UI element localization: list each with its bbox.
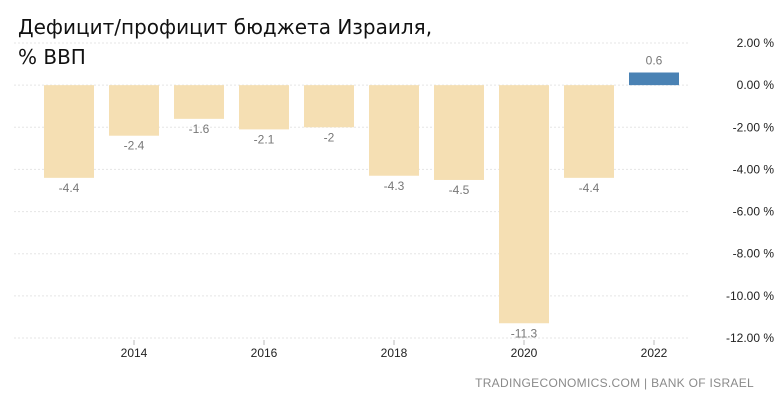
- bar: [174, 85, 224, 119]
- x-tick-label: 2022: [641, 346, 668, 360]
- chart-title-line-1: Дефицит/профицит бюджета Израиля,: [18, 15, 433, 39]
- y-tick-label: -2.00 %: [733, 120, 775, 134]
- data-label: -11.3: [511, 326, 538, 340]
- data-label: 0.6: [646, 54, 663, 68]
- y-tick-label: 2.00 %: [737, 36, 775, 50]
- bar: [304, 85, 354, 128]
- bar: [239, 85, 289, 130]
- bar: [369, 85, 419, 176]
- bar: [109, 85, 159, 136]
- bar: [434, 85, 484, 180]
- data-label: -2: [324, 130, 335, 144]
- data-label: -4.4: [579, 181, 600, 195]
- y-tick-label: -8.00 %: [733, 247, 775, 261]
- data-label: -2.4: [124, 139, 145, 153]
- bar: [499, 85, 549, 324]
- data-label: -4.4: [59, 181, 80, 195]
- y-tick-label: -4.00 %: [733, 162, 775, 176]
- bar: [629, 72, 679, 86]
- data-label: -4.5: [449, 183, 470, 197]
- y-tick-label: 0.00 %: [737, 78, 775, 92]
- bar: [44, 85, 94, 178]
- source-footer: TRADINGECONOMICS.COM | BANK OF ISRAEL: [475, 376, 754, 390]
- y-tick-label: -12.00 %: [726, 331, 774, 345]
- x-tick-label: 2014: [121, 346, 148, 360]
- y-tick-label: -6.00 %: [733, 205, 775, 219]
- x-tick-label: 2016: [251, 346, 278, 360]
- x-tick-label: 2020: [511, 346, 538, 360]
- bar: [564, 85, 614, 178]
- data-label: -4.3: [384, 179, 405, 193]
- data-label: -2.1: [254, 132, 275, 146]
- y-tick-label: -10.00 %: [726, 289, 774, 303]
- chart-title-line-2: % ВВП: [18, 45, 86, 69]
- chart-title: Дефицит/профицит бюджета Израиля, % ВВП: [18, 12, 432, 72]
- x-tick-label: 2018: [381, 346, 408, 360]
- data-label: -1.6: [189, 122, 210, 136]
